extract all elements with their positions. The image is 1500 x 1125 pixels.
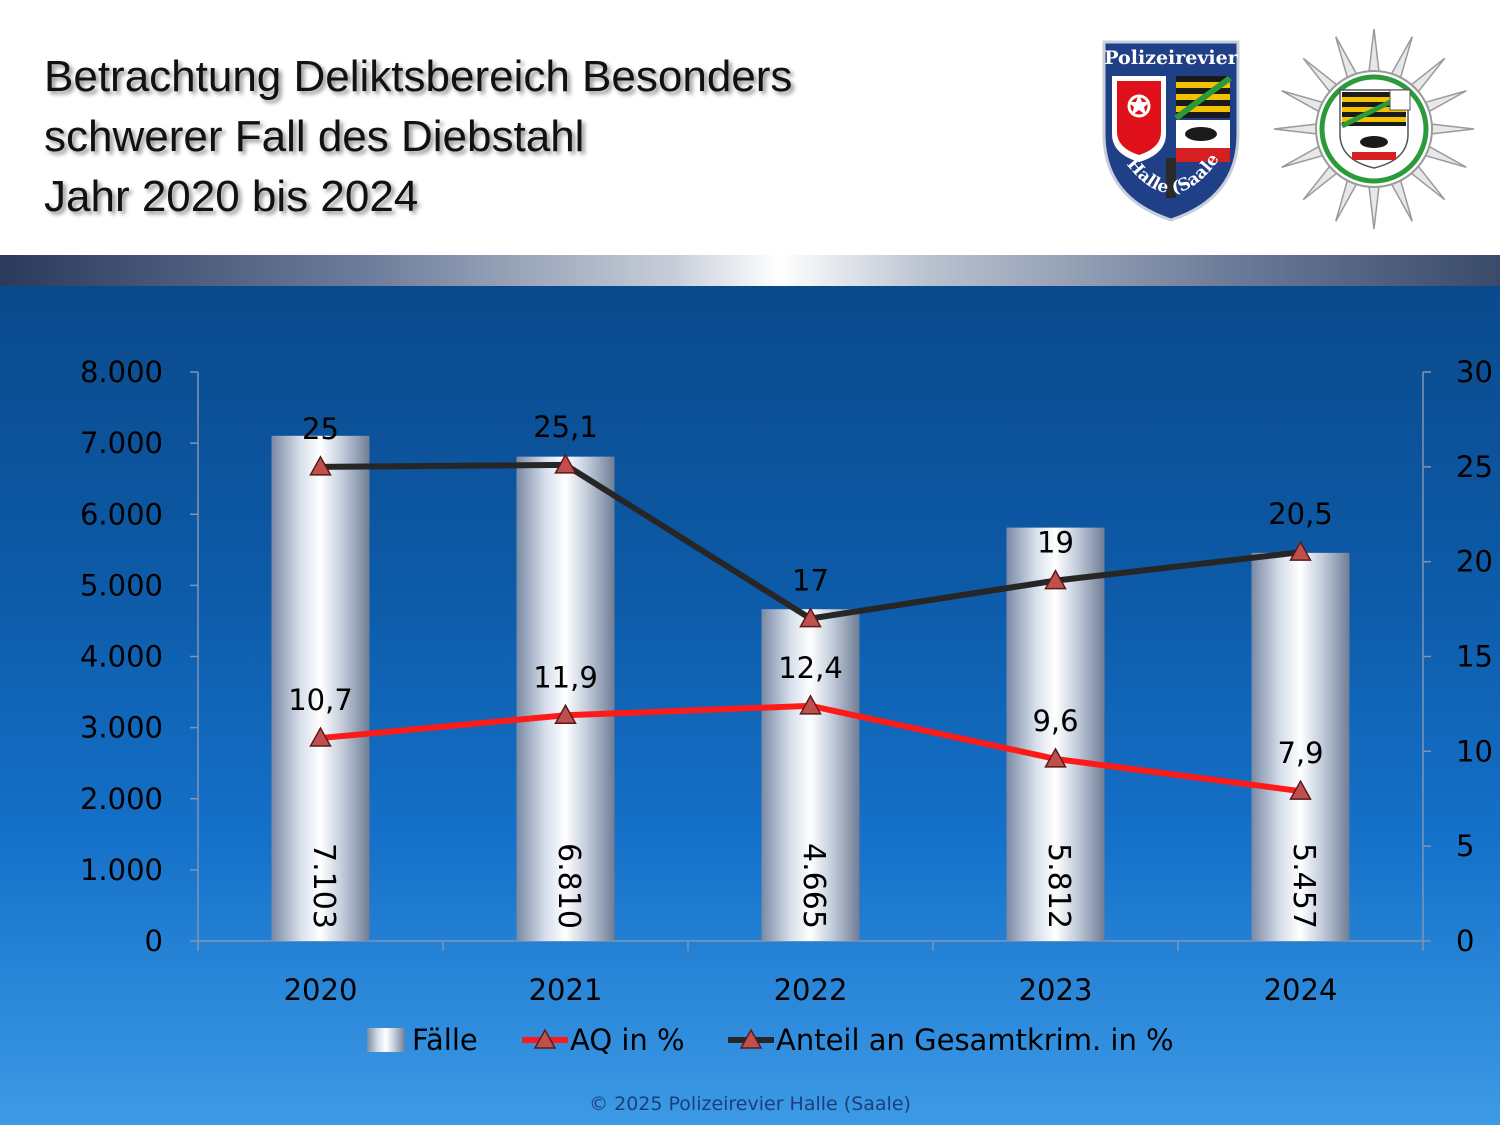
y-left-tick-label: 0 — [145, 924, 163, 958]
bars — [271, 435, 1350, 941]
y-left-tick-label: 4.000 — [80, 640, 163, 674]
star-ray — [1390, 36, 1413, 79]
star-ray — [1273, 123, 1317, 135]
police-star-icon — [1273, 28, 1475, 230]
y-left-tick-label: 8.000 — [80, 355, 163, 389]
bar-2022 — [761, 609, 860, 941]
combo-chart: 0 1.000 2.000 3.000 4.000 5.000 6.000 7.000 8.00… — [80, 355, 1493, 1057]
y-right-tick-label: 15 — [1456, 640, 1493, 674]
line-value-label-aq: 10,7 — [288, 683, 353, 717]
bar-value-label: 6.810 — [551, 843, 586, 929]
bar-value-label: 4.665 — [796, 843, 831, 929]
legend-swatch-faelle — [367, 1028, 405, 1052]
star-ray — [1424, 90, 1467, 113]
title-line-1: Betrachtung Deliktsbereich Besonders — [44, 52, 793, 101]
header: Betrachtung Deliktsbereich Besonders sch… — [0, 0, 1500, 255]
bar-value-label: 5.812 — [1041, 843, 1076, 929]
x-tick-label: 2022 — [774, 973, 848, 1007]
star-ray — [1431, 123, 1475, 135]
legend: Fälle AQ in % Anteil an Gesamtkrim. in % — [367, 1023, 1174, 1057]
star-ray — [1368, 186, 1380, 230]
star-ray — [1302, 57, 1338, 93]
marker-anteil-2020 — [309, 455, 332, 476]
line-value-label-anteil: 19 — [1037, 526, 1074, 560]
star-ray — [1390, 179, 1413, 222]
title-line-2: schwerer Fall des Diebstahl — [44, 112, 585, 161]
bar-2021 — [516, 456, 615, 941]
x-tick-label: 2024 — [1264, 973, 1338, 1007]
y-left-tick-label: 7.000 — [80, 426, 163, 460]
star-ray — [1302, 165, 1338, 201]
legend-label-faelle: Fälle — [412, 1023, 478, 1057]
line-value-label-aq: 12,4 — [778, 651, 843, 685]
marker-aq-2022 — [799, 694, 822, 715]
line-value-label-anteil: 25 — [302, 412, 339, 446]
marker-aq-2024 — [1289, 779, 1312, 800]
marker-aq-2021 — [554, 703, 577, 725]
y-left-tick-label: 2.000 — [80, 782, 163, 816]
title-line-3: Jahr 2020 bis 2024 — [44, 172, 419, 221]
chart-area: 0 1.000 2.000 3.000 4.000 5.000 6.000 7.000 8.00… — [0, 286, 1500, 1125]
marker-anteil-2023 — [1044, 569, 1067, 590]
y-right-tick-label: 5 — [1456, 829, 1474, 863]
line-value-label-aq: 7,9 — [1277, 736, 1323, 770]
bar-value-label: 5.457 — [1286, 843, 1321, 929]
axes: 0 1.000 2.000 3.000 4.000 5.000 6.000 7.000 8.00… — [80, 355, 1493, 1007]
y-left-tick-label: 6.000 — [80, 497, 163, 531]
shield-title: Polizeirevier — [1104, 47, 1238, 69]
star-ray — [1424, 145, 1467, 168]
y-left-tick-label: 3.000 — [80, 711, 163, 745]
legend-label-aq: AQ in % — [570, 1023, 685, 1057]
marker-anteil-2022 — [799, 607, 822, 628]
bar-2024 — [1251, 552, 1350, 941]
x-tick-label: 2020 — [284, 973, 358, 1007]
line-value-label-aq: 11,9 — [533, 660, 598, 694]
star-ray — [1368, 28, 1380, 72]
line-value-label-aq: 9,6 — [1032, 704, 1078, 738]
bar-2023 — [1006, 527, 1105, 941]
y-left-tick-label: 1.000 — [80, 853, 163, 887]
y-right-tick-label: 0 — [1456, 924, 1474, 958]
copyright-footer: © 2025 Polizeirevier Halle (Saale) — [589, 1093, 911, 1115]
series-lines — [309, 453, 1312, 800]
x-tick-label: 2023 — [1019, 973, 1093, 1007]
marker-anteil-2021 — [554, 453, 577, 474]
y-right-tick-label: 25 — [1456, 450, 1493, 484]
line-value-label-anteil: 17 — [792, 564, 829, 598]
marker-aq-2020 — [309, 726, 332, 747]
line-value-label-anteil: 20,5 — [1268, 497, 1333, 531]
marker-anteil-2024 — [1289, 540, 1312, 561]
y-right-tick-label: 20 — [1456, 545, 1493, 579]
marker-aq-2023 — [1044, 747, 1067, 768]
star-ray — [1335, 36, 1358, 79]
star-ray — [1410, 57, 1446, 93]
legend-marker-aq — [533, 1028, 557, 1049]
line-value-label-anteil: 25,1 — [533, 410, 598, 444]
header-divider — [0, 255, 1500, 286]
bar-2020 — [271, 435, 370, 941]
star-ray — [1335, 179, 1358, 222]
star-ray — [1281, 145, 1324, 168]
star-ray — [1281, 90, 1324, 113]
star-ray — [1410, 165, 1446, 201]
y-right-tick-label: 30 — [1456, 355, 1493, 389]
y-right-tick-label: 10 — [1456, 734, 1493, 768]
legend-marker-anteil — [739, 1028, 763, 1049]
legend-label-anteil: Anteil an Gesamtkrim. in % — [776, 1023, 1174, 1057]
data-labels: 7.103 6.810 4.665 5.812 5.457 10,7 11,9 12,4 9,6… — [288, 410, 1333, 929]
polizeirevier-halle-shield-icon: Polizeirevier Halle (Saale) — [1100, 38, 1240, 222]
y-left-tick-label: 5.000 — [80, 568, 163, 602]
x-tick-label: 2021 — [529, 973, 603, 1007]
bar-value-label: 7.103 — [306, 843, 341, 929]
